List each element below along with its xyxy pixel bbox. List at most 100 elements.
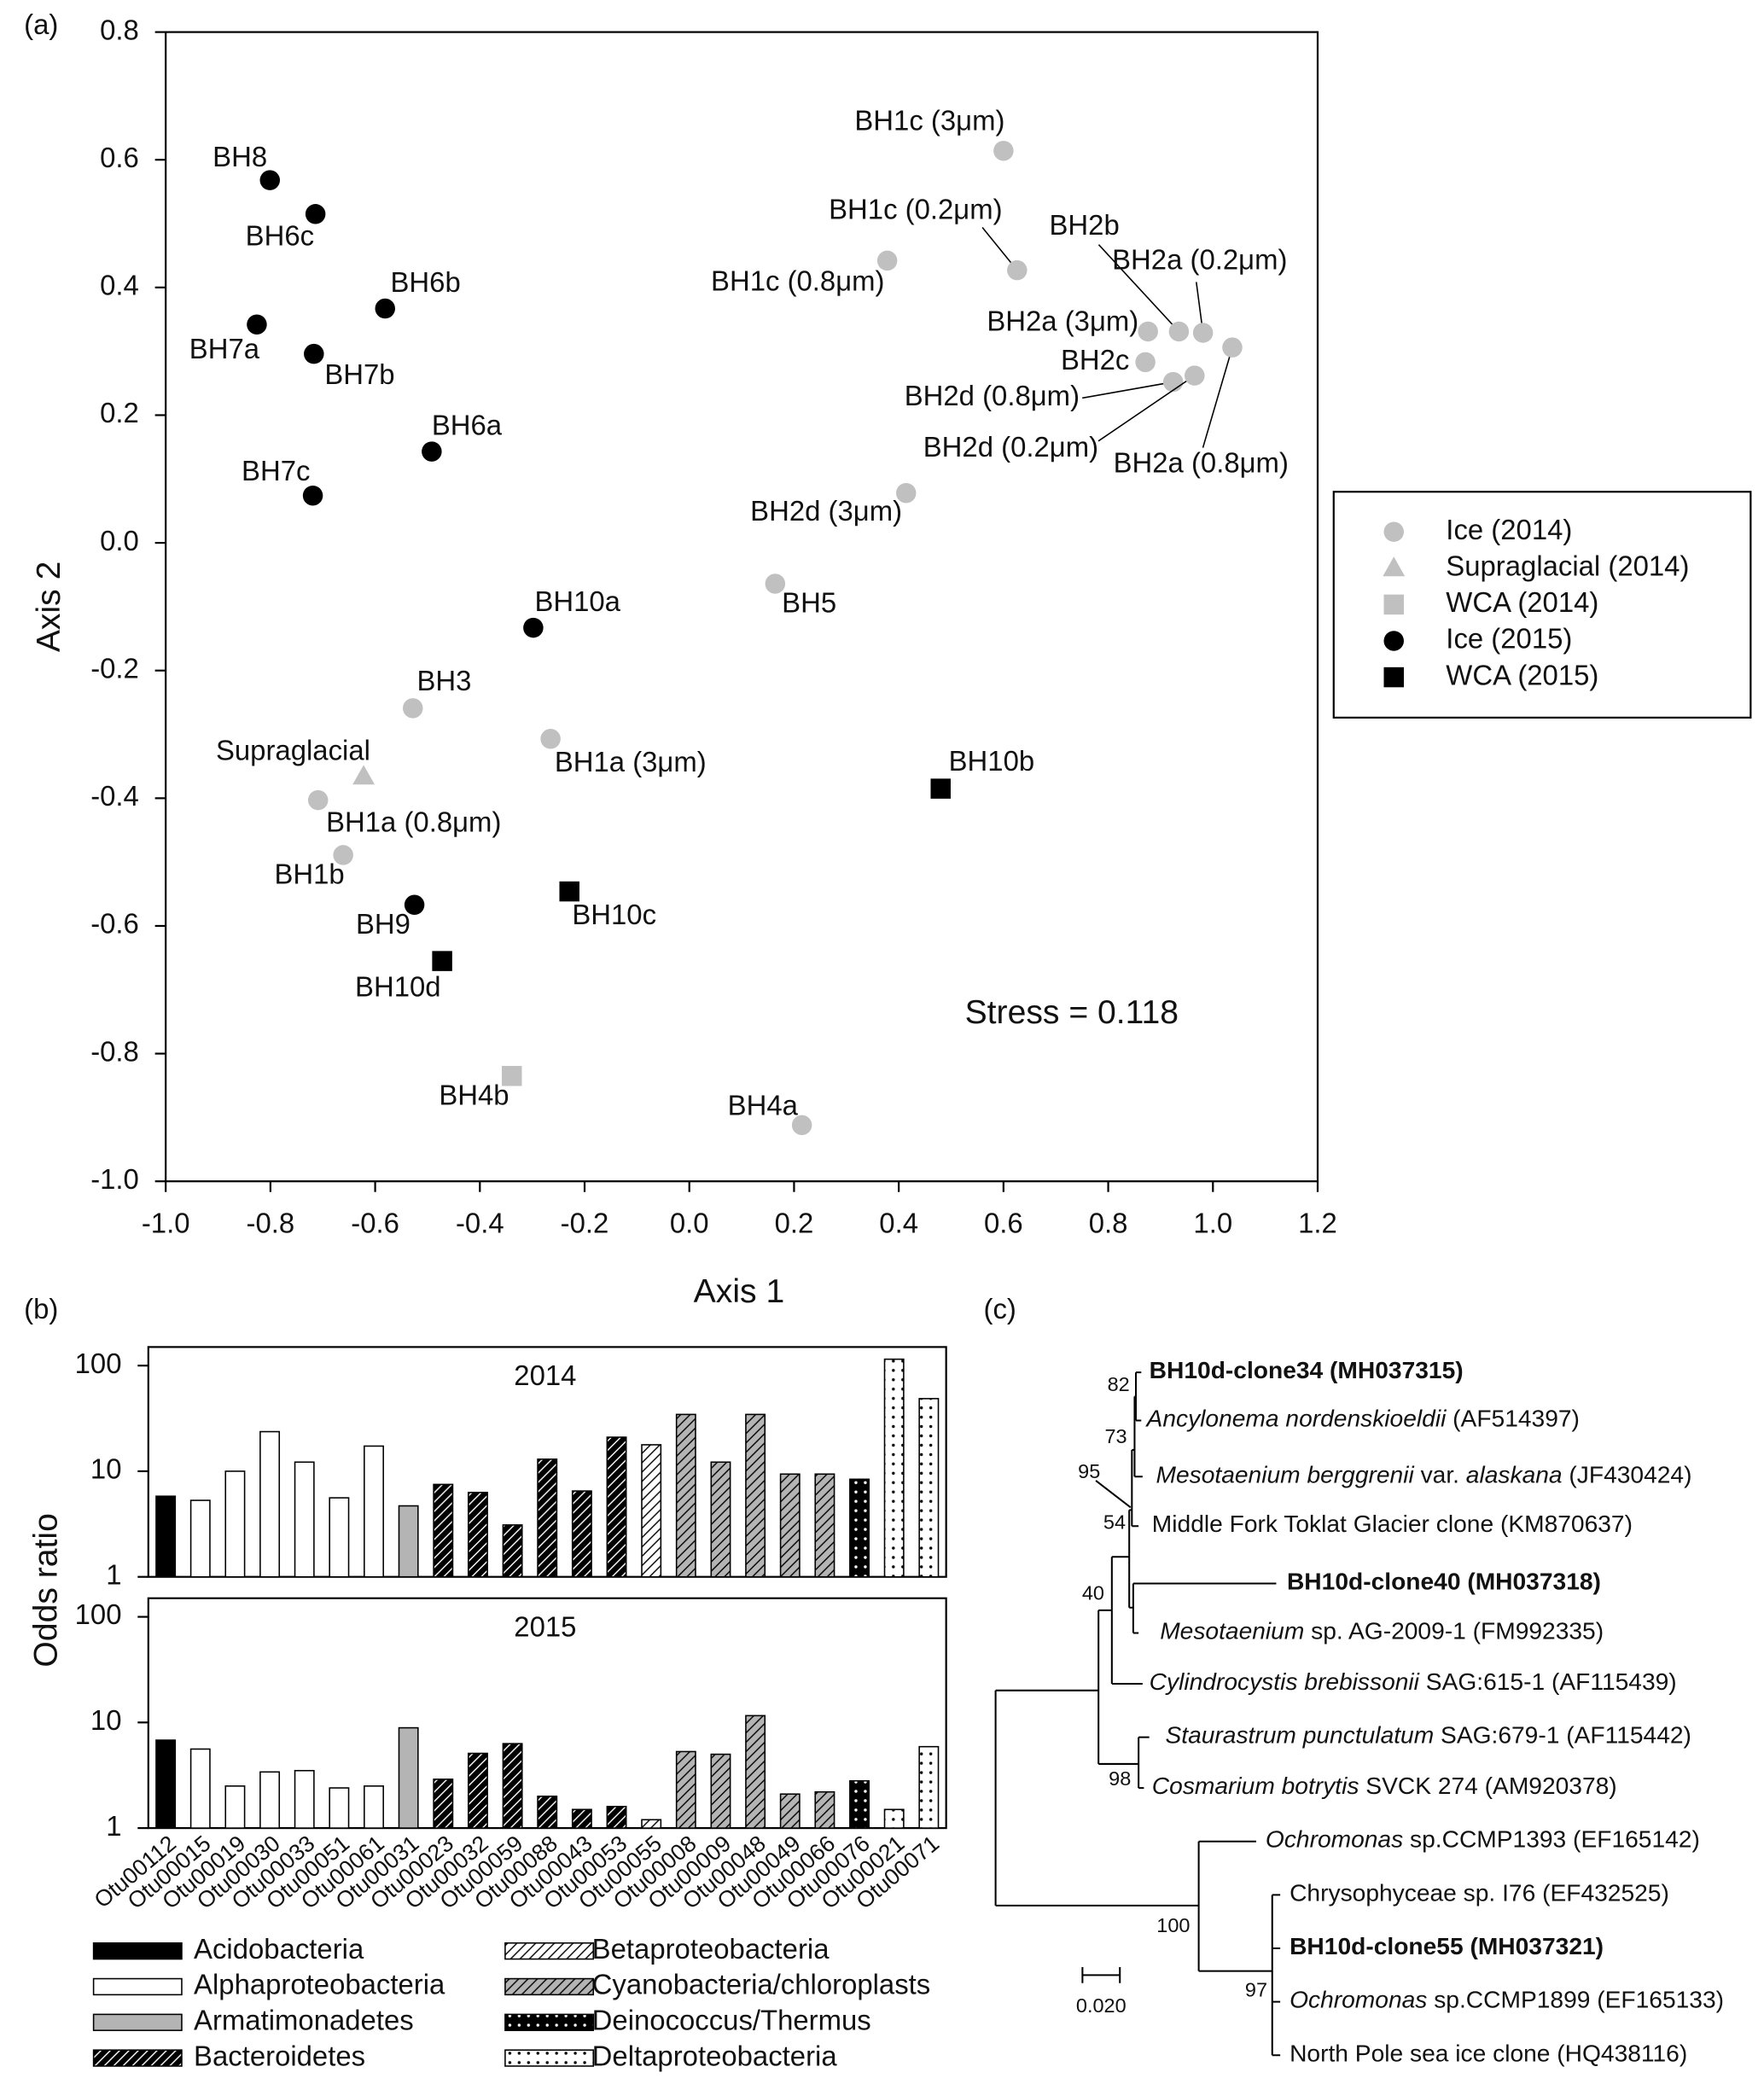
leader-line: [1202, 346, 1233, 448]
y-tick-label: 0.2: [100, 397, 139, 428]
legend-label: Betaproteobacteria: [592, 1933, 830, 1965]
leaf-label: Ochromonas sp.CCMP1899 (EF165133): [1290, 1986, 1724, 2013]
legend-marker: [1383, 521, 1404, 542]
point-label: Supraglacial: [216, 734, 370, 766]
point: [1138, 321, 1158, 342]
y-tick-label: 100: [75, 1348, 122, 1379]
point: [895, 482, 917, 504]
plot-frame: [165, 31, 1319, 1183]
bar: [294, 1769, 315, 1829]
bar: [745, 1413, 766, 1578]
point: [1192, 323, 1214, 343]
bar: [398, 1505, 419, 1578]
y-tick-label: -0.8: [90, 1035, 139, 1067]
point-label: BH1c (0.8μm): [711, 265, 884, 297]
bar: [641, 1444, 662, 1578]
bar: [537, 1796, 558, 1829]
point: [333, 845, 353, 865]
leaf-label-part: Ochromonas: [1266, 1825, 1403, 1853]
bar: [883, 1808, 905, 1829]
point-label: BH3: [416, 665, 471, 696]
point: [432, 951, 452, 971]
leaf-label-part: North Pole sea ice clone (HQ438116): [1290, 2040, 1687, 2067]
bar: [433, 1779, 454, 1829]
legend-label: WCA (2015): [1446, 659, 1598, 690]
point: [305, 204, 326, 224]
bar: [329, 1497, 350, 1578]
point-label: BH1a (0.8μm): [326, 806, 501, 837]
leader-line: [1097, 244, 1179, 332]
leaf-label-part: sp.CCMP1393 (EF165142): [1403, 1825, 1700, 1853]
point: [302, 485, 323, 506]
leaf-label: Cosmarium botrytis SVCK 274 (AM920378): [1152, 1773, 1617, 1800]
scale-bar: [1081, 1966, 1121, 1983]
legend-label: WCA (2014): [1446, 586, 1598, 618]
annotation: Stress = 0.118: [965, 994, 1179, 1031]
leaf-label: Mesotaenium sp. AG-2009-1 (FM992335): [1160, 1617, 1604, 1645]
point: [930, 778, 951, 799]
bar: [814, 1790, 835, 1829]
y-tick-label: 10: [90, 1453, 122, 1485]
point-label: BH2c: [1061, 344, 1129, 376]
point: [352, 765, 376, 785]
y-tick-label: 10: [90, 1704, 122, 1736]
bar: [675, 1413, 696, 1578]
legend-swatch: [504, 1942, 595, 1960]
tree-branch: [994, 1689, 1199, 1907]
point-label: BH9: [356, 908, 410, 940]
x-tick-label: 0.4: [879, 1208, 918, 1239]
bar: [849, 1478, 870, 1578]
x-tick-label: -0.4: [456, 1208, 504, 1239]
leaf-label-part: Cylindrocystis brebissonii: [1150, 1668, 1420, 1695]
legend-label: Cyanobacteria/chloroplasts: [592, 1969, 931, 2000]
y-tick-label: 0.0: [100, 525, 139, 556]
point: [247, 314, 267, 335]
x-tick-label: 1.2: [1298, 1208, 1337, 1239]
legend-label: Bacteroidetes: [194, 2040, 365, 2071]
bar: [259, 1771, 281, 1829]
point-label: BH4b: [439, 1080, 509, 1111]
point: [791, 1115, 812, 1136]
panel-label: (a): [24, 9, 58, 40]
point: [501, 1066, 522, 1086]
x-tick-label: 0.8: [1089, 1208, 1128, 1239]
legend-label: Alphaproteobacteria: [194, 1969, 445, 2000]
point-label: BH10d: [355, 971, 441, 1003]
point: [1222, 337, 1243, 358]
bar: [606, 1436, 627, 1578]
point-label: BH7a: [189, 333, 260, 364]
bootstrap-value: 73: [1104, 1425, 1127, 1447]
tree-branch: [1197, 1840, 1281, 2057]
panel-label: (b): [24, 1293, 58, 1324]
bar: [155, 1739, 177, 1829]
leaf-label-part: Staurastrum punctulatum: [1165, 1721, 1434, 1749]
y-tick-label: -0.2: [90, 652, 139, 684]
legend-marker: [1383, 667, 1404, 688]
point-label: BH1c (0.2μm): [829, 193, 1002, 224]
point: [403, 698, 423, 719]
point: [259, 170, 281, 190]
tree-branch: [1097, 1610, 1150, 1790]
leaf-label-part: Mesotaenium berggrenii: [1156, 1461, 1415, 1488]
point: [559, 881, 579, 902]
legend-swatch: [504, 2013, 595, 2031]
point-label: BH2d (0.2μm): [923, 431, 1098, 463]
y-tick-label: -0.6: [90, 908, 139, 940]
leaf-label: Staurastrum punctulatum SAG:679-1 (AF115…: [1165, 1721, 1691, 1749]
leaf-label: BH10d-clone40 (MH037318): [1287, 1568, 1601, 1595]
legend-label: Ice (2014): [1446, 514, 1572, 545]
bar: [571, 1808, 592, 1829]
bar: [814, 1473, 835, 1578]
bar: [606, 1806, 627, 1829]
annotation-arrow: [1095, 1480, 1132, 1509]
point: [304, 343, 324, 364]
x-tick-label: 1.0: [1193, 1208, 1232, 1239]
point-label: BH6b: [391, 266, 461, 298]
y-tick-label: 100: [75, 1598, 122, 1630]
bar: [710, 1461, 731, 1578]
legend-label: Deltaproteobacteria: [592, 2040, 838, 2071]
y-tick-label: 0.4: [100, 270, 139, 301]
legend-marker: [1383, 594, 1404, 615]
